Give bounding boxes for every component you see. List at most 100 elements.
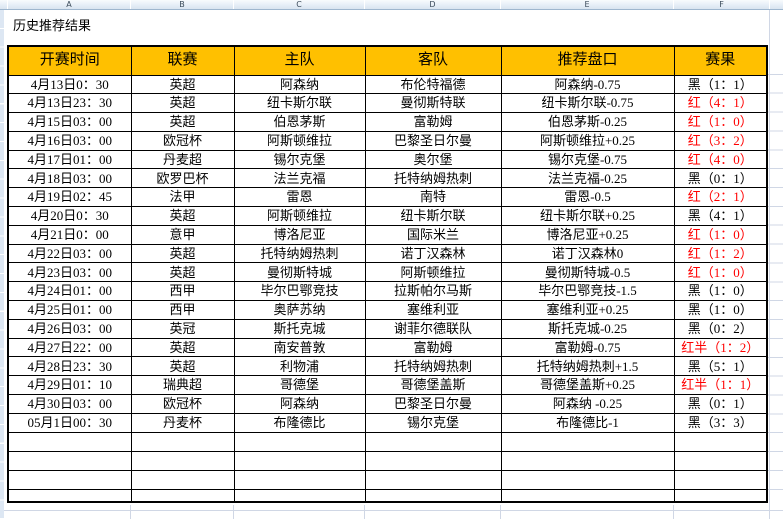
- cell-home[interactable]: 布隆德比: [233, 412, 366, 433]
- cell-result[interactable]: 红（4：1）: [673, 93, 768, 114]
- cell-result[interactable]: 黑（1：0）: [673, 281, 768, 302]
- cell-result[interactable]: 黑（4：1）: [673, 206, 768, 226]
- empty-cell[interactable]: [673, 431, 768, 452]
- cell-time[interactable]: 4月24日01：00: [7, 281, 132, 302]
- page-title[interactable]: 历史推荐结果: [13, 18, 92, 33]
- empty-cell[interactable]: [500, 469, 675, 490]
- cell-league[interactable]: 英超: [130, 356, 235, 377]
- empty-cell[interactable]: [673, 469, 768, 490]
- cell-handicap[interactable]: 富勒姆-0.75: [500, 337, 675, 358]
- empty-cell[interactable]: [364, 469, 502, 490]
- empty-cell[interactable]: [130, 488, 235, 503]
- column-header-e[interactable]: E: [500, 0, 673, 9]
- cell-league[interactable]: 瑞典超: [130, 375, 235, 396]
- cell-home[interactable]: 阿斯顿维拉: [233, 206, 366, 226]
- cell-time[interactable]: 4月16日03：00: [7, 130, 132, 151]
- header-cell-result[interactable]: 赛果: [673, 45, 768, 76]
- cell-league[interactable]: 英超: [130, 243, 235, 264]
- cell-away[interactable]: 国际米兰: [364, 224, 502, 245]
- cell-handicap[interactable]: 法兰克福-0.25: [500, 168, 675, 189]
- cell-league[interactable]: 英超: [130, 206, 235, 226]
- cell-away[interactable]: 奥尔堡: [364, 149, 502, 170]
- column-header-a[interactable]: A: [7, 0, 130, 9]
- cell-handicap[interactable]: 布隆德比-1: [500, 412, 675, 433]
- empty-cell[interactable]: [233, 450, 366, 471]
- cell-away[interactable]: 阿斯顿维拉: [364, 262, 502, 283]
- cell-result[interactable]: 黑（0：1）: [673, 168, 768, 189]
- cell-away[interactable]: 富勒姆: [364, 112, 502, 132]
- cell-handicap[interactable]: 阿斯顿维拉+0.25: [500, 130, 675, 151]
- column-header-c[interactable]: C: [233, 0, 364, 9]
- cell-result[interactable]: 黑（1：0）: [673, 300, 768, 320]
- empty-cell[interactable]: [233, 469, 366, 490]
- empty-cell[interactable]: [364, 431, 502, 452]
- cell-away[interactable]: 南特: [364, 187, 502, 208]
- cell-handicap[interactable]: 博洛尼亚+0.25: [500, 224, 675, 245]
- cell-away[interactable]: 托特纳姆热刺: [364, 168, 502, 189]
- cell-time[interactable]: 4月26日03：00: [7, 318, 132, 339]
- cell-result[interactable]: 红（1：0）: [673, 224, 768, 245]
- cell-home[interactable]: 毕尔巴鄂竞技: [233, 281, 366, 302]
- cell-away[interactable]: 托特纳姆热刺: [364, 356, 502, 377]
- cell-home[interactable]: 伯恩茅斯: [233, 112, 366, 132]
- empty-cell[interactable]: [364, 488, 502, 503]
- cell-home[interactable]: 利物浦: [233, 356, 366, 377]
- cell-time[interactable]: 4月18日03：00: [7, 168, 132, 189]
- cell-league[interactable]: 丹麦杯: [130, 412, 235, 433]
- cell-away[interactable]: 曼彻斯特联: [364, 93, 502, 114]
- cell-result[interactable]: 红（1：0）: [673, 112, 768, 132]
- cell-handicap[interactable]: 斯托克城-0.25: [500, 318, 675, 339]
- cell-result[interactable]: 红（3：2）: [673, 130, 768, 151]
- empty-cell[interactable]: [233, 488, 366, 503]
- cell-time[interactable]: 4月13日0：30: [7, 74, 132, 95]
- header-cell-handicap[interactable]: 推荐盘口: [500, 45, 675, 76]
- cell-away[interactable]: 富勒姆: [364, 337, 502, 358]
- cell-result[interactable]: 黑（5：1）: [673, 356, 768, 377]
- cell-result[interactable]: 红（1：2）: [673, 243, 768, 264]
- cell-league[interactable]: 英冠: [130, 318, 235, 339]
- cell-away[interactable]: 谢菲尔德联队: [364, 318, 502, 339]
- cell-time[interactable]: 4月23日03：00: [7, 262, 132, 283]
- cell-home[interactable]: 哥德堡: [233, 375, 366, 396]
- cell-home[interactable]: 法兰克福: [233, 168, 366, 189]
- cell-home[interactable]: 阿森纳: [233, 74, 366, 95]
- cell-away[interactable]: 塞维利亚: [364, 300, 502, 320]
- cell-home[interactable]: 阿斯顿维拉: [233, 130, 366, 151]
- cell-home[interactable]: 博洛尼亚: [233, 224, 366, 245]
- cell-league[interactable]: 欧冠杯: [130, 130, 235, 151]
- cell-handicap[interactable]: 阿森纳-0.75: [500, 74, 675, 95]
- cell-home[interactable]: 曼彻斯特城: [233, 262, 366, 283]
- cell-handicap[interactable]: 锡尔克堡-0.75: [500, 149, 675, 170]
- cell-time[interactable]: 4月21日0：00: [7, 224, 132, 245]
- empty-cell[interactable]: [364, 450, 502, 471]
- cell-handicap[interactable]: 纽卡斯尔联-0.75: [500, 93, 675, 114]
- cell-away[interactable]: 哥德堡盖斯: [364, 375, 502, 396]
- empty-cell[interactable]: [130, 450, 235, 471]
- cell-time[interactable]: 4月29日01：10: [7, 375, 132, 396]
- cell-handicap[interactable]: 塞维利亚+0.25: [500, 300, 675, 320]
- cell-result[interactable]: 红（2：1）: [673, 187, 768, 208]
- empty-cell[interactable]: [7, 488, 132, 503]
- cell-result[interactable]: 红半（1：2）: [673, 337, 768, 358]
- cell-league[interactable]: 欧罗巴杯: [130, 168, 235, 189]
- cell-league[interactable]: 英超: [130, 74, 235, 95]
- cell-result[interactable]: 黑（3：3）: [673, 412, 768, 433]
- empty-cell[interactable]: [130, 431, 235, 452]
- cell-league[interactable]: 西甲: [130, 300, 235, 320]
- cell-league[interactable]: 丹麦超: [130, 149, 235, 170]
- cell-time[interactable]: 4月27日22：00: [7, 337, 132, 358]
- cell-league[interactable]: 意甲: [130, 224, 235, 245]
- empty-cell[interactable]: [7, 431, 132, 452]
- cell-league[interactable]: 法甲: [130, 187, 235, 208]
- cell-time[interactable]: 4月30日03：00: [7, 394, 132, 414]
- cell-away[interactable]: 巴黎圣日尔曼: [364, 130, 502, 151]
- cell-handicap[interactable]: 曼彻斯特城-0.5: [500, 262, 675, 283]
- empty-cell[interactable]: [130, 469, 235, 490]
- cell-time[interactable]: 4月15日03：00: [7, 112, 132, 132]
- cell-handicap[interactable]: 伯恩茅斯-0.25: [500, 112, 675, 132]
- cell-result[interactable]: 红半（1：1）: [673, 375, 768, 396]
- cell-league[interactable]: 欧冠杯: [130, 394, 235, 414]
- empty-cell[interactable]: [7, 450, 132, 471]
- empty-cell[interactable]: [673, 488, 768, 503]
- cell-time[interactable]: 05月1日00：30: [7, 412, 132, 433]
